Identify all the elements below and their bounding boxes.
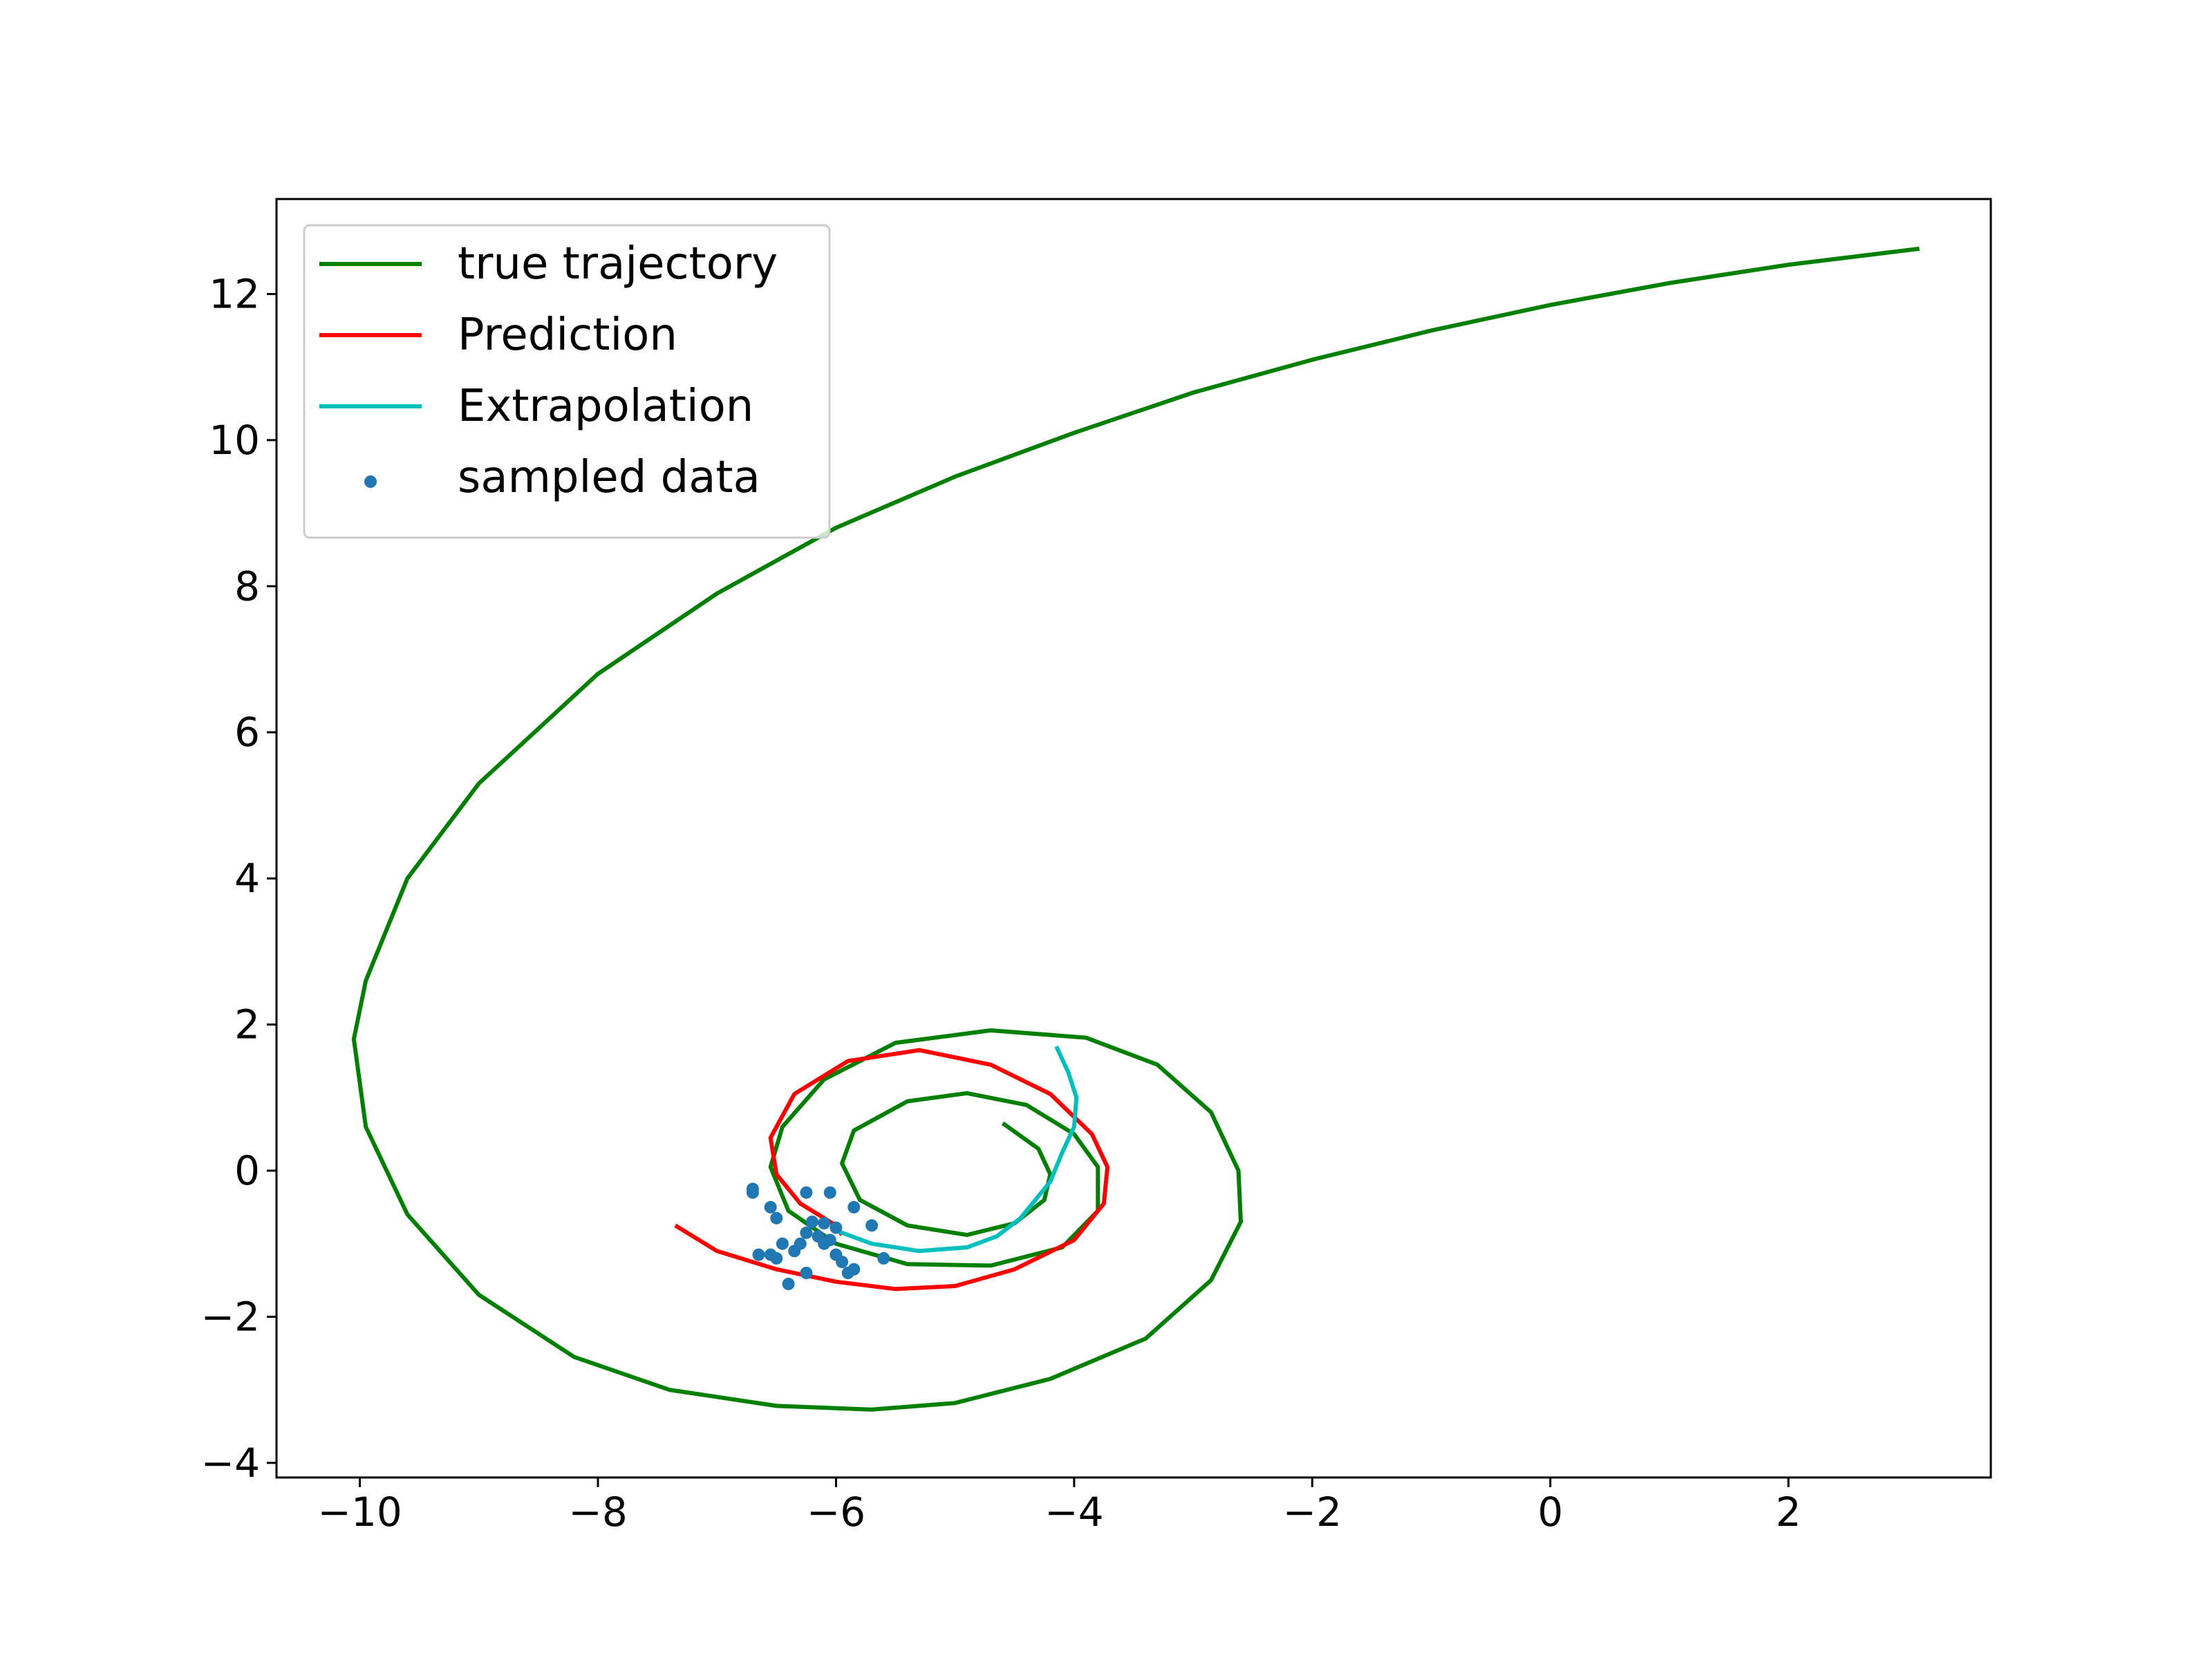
data-point-8 xyxy=(806,1216,818,1228)
data-point-19 xyxy=(770,1252,783,1265)
legend-label: true trajectory xyxy=(458,238,778,290)
x-tick-label: −8 xyxy=(568,1489,628,1536)
legend-label: Extrapolation xyxy=(458,381,753,432)
series-line-1 xyxy=(674,1048,1110,1292)
x-tick-label: −2 xyxy=(1283,1489,1342,1536)
y-tick-label: 0 xyxy=(234,1147,260,1194)
data-point-1 xyxy=(746,1186,759,1199)
data-point-10 xyxy=(830,1221,843,1234)
data-point-22 xyxy=(836,1256,849,1269)
data-point-5 xyxy=(823,1186,836,1199)
y-tick-label: 6 xyxy=(234,709,260,756)
legend-marker-swatch xyxy=(364,475,377,488)
y-tick-label: −2 xyxy=(201,1293,261,1340)
data-point-18 xyxy=(788,1245,801,1258)
data-point-20 xyxy=(818,1237,831,1250)
y-tick-label: 10 xyxy=(209,417,260,464)
y-tick-label: −4 xyxy=(201,1439,261,1486)
axes-frame xyxy=(275,198,1992,1479)
x-tick-label: 2 xyxy=(1776,1489,1801,1536)
data-point-6 xyxy=(847,1200,861,1214)
y-tick-label: 2 xyxy=(234,1001,260,1048)
data-point-3 xyxy=(770,1211,783,1225)
data-point-24 xyxy=(841,1267,854,1279)
series-line-0 xyxy=(351,246,1920,1412)
data-point-25 xyxy=(877,1252,890,1265)
legend-frame xyxy=(303,224,831,539)
series-line-2 xyxy=(835,1046,1079,1254)
data-point-27 xyxy=(782,1277,795,1290)
y-tick-label: 8 xyxy=(234,563,260,610)
y-tick-label: 12 xyxy=(209,270,260,317)
data-point-2 xyxy=(764,1200,777,1214)
legend-label: Prediction xyxy=(458,310,677,361)
data-point-15 xyxy=(776,1237,789,1250)
x-tick-label: 0 xyxy=(1537,1489,1563,1536)
x-tick-label: −10 xyxy=(317,1489,402,1536)
x-tick-label: −6 xyxy=(807,1489,866,1536)
data-point-7 xyxy=(865,1219,879,1232)
data-point-11 xyxy=(800,1226,813,1239)
ticks-layer: −10 −8 −6 −4 −2 0 2 −4 −2 0 2 4 6 8 10 12 xyxy=(201,270,1801,1536)
data-point-4 xyxy=(800,1186,813,1199)
legend: true trajectory Prediction Extrapolation sa… xyxy=(303,224,831,539)
data-point-26 xyxy=(800,1267,813,1279)
x-tick-label: −4 xyxy=(1044,1489,1104,1536)
legend-label: sampled data xyxy=(458,452,760,503)
series-layer xyxy=(351,246,1920,1412)
y-tick-label: 4 xyxy=(234,855,260,902)
data-point-9 xyxy=(818,1217,831,1230)
data-point-17 xyxy=(752,1248,765,1261)
